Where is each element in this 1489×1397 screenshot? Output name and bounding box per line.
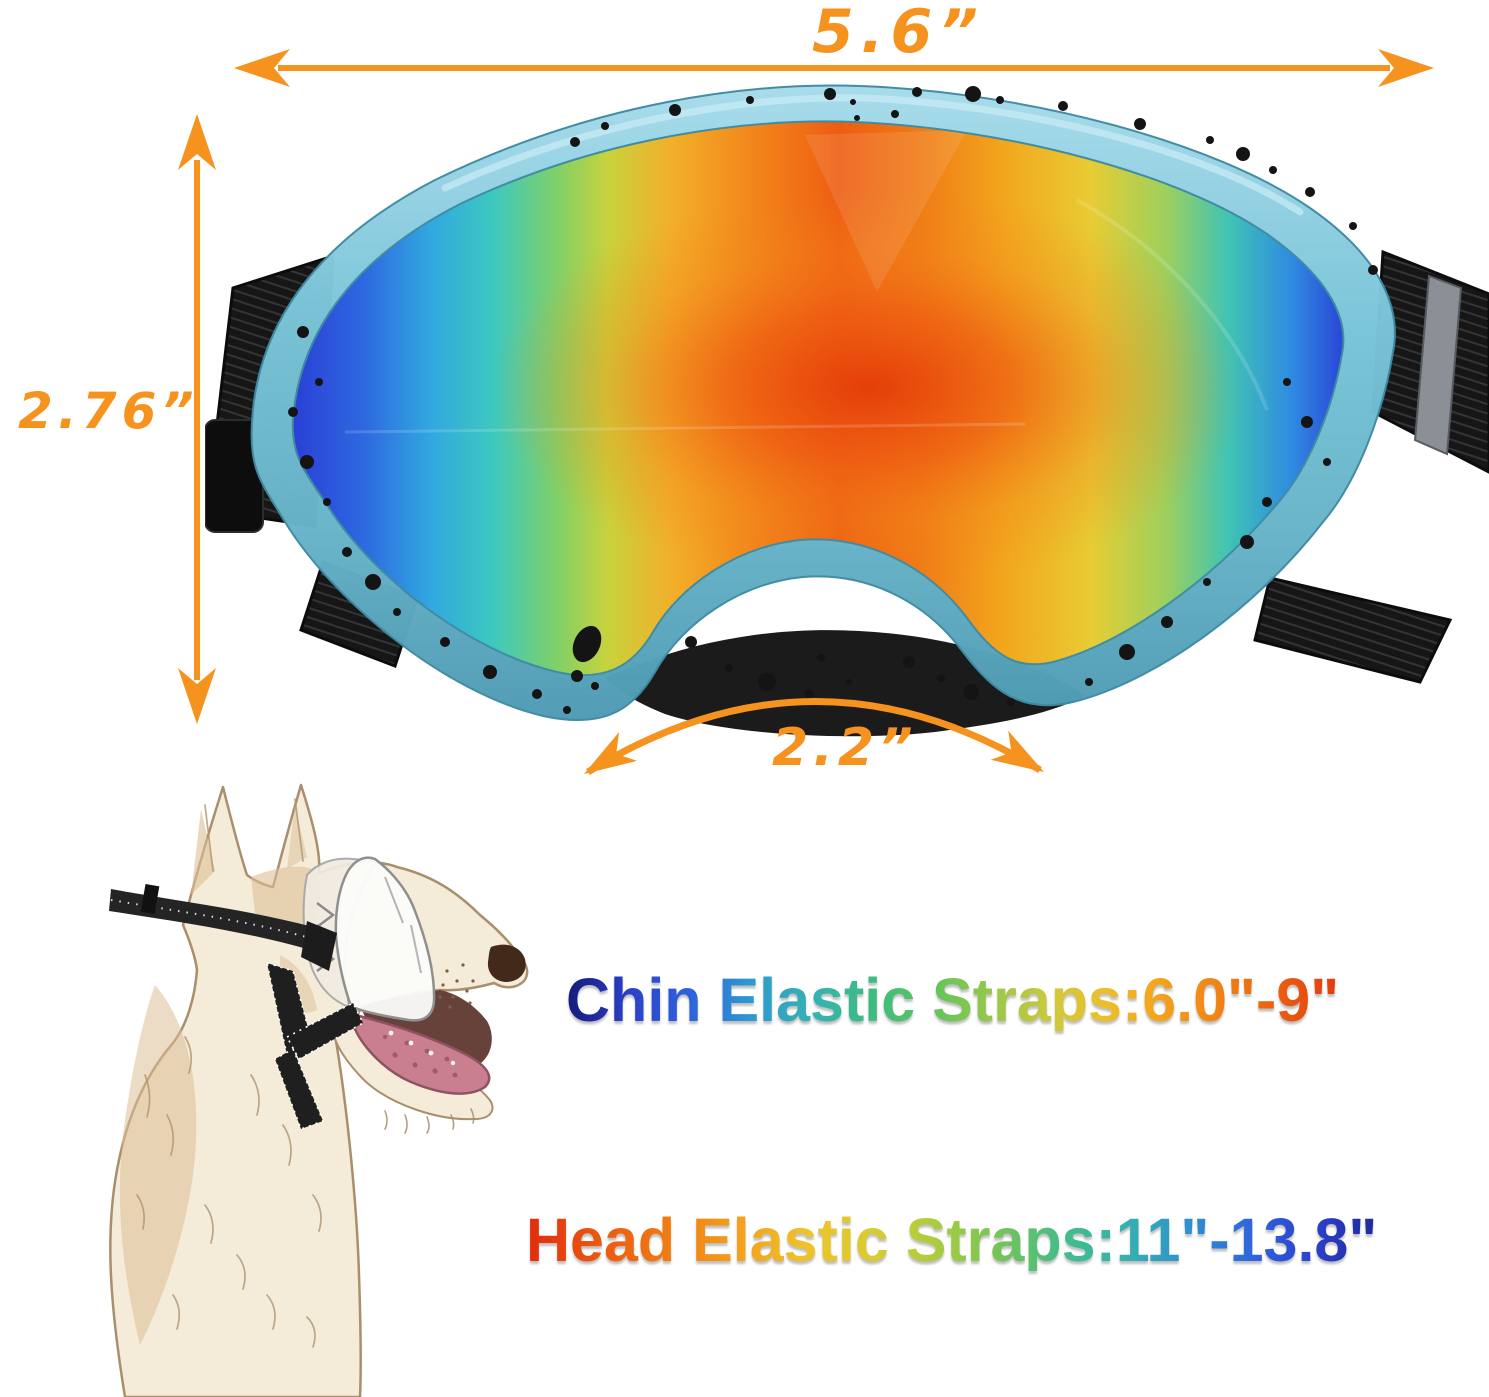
height-dimension-label: 2.76”	[18, 382, 199, 440]
dog-beard-strokes	[384, 1108, 475, 1134]
head-strap-spec-text: Head Elastic Straps:11"-13.8"	[526, 1206, 1378, 1274]
goggles-illustration	[205, 84, 1489, 737]
bridge-width-arrow	[584, 698, 1044, 775]
arrowhead-up	[178, 114, 216, 170]
dog-goggle-strap-mount	[301, 921, 337, 971]
width-dimension-arrow	[234, 49, 1434, 87]
height-dimension-arrow	[178, 114, 216, 724]
lens-reflections	[344, 130, 1269, 434]
strap-clip-right	[1413, 274, 1463, 456]
goggle-frame-highlight	[441, 94, 1304, 216]
arrowhead-right	[990, 730, 1044, 772]
paint-splatter	[288, 86, 1378, 714]
goggle-lens-hotspot	[292, 121, 1344, 676]
arrowhead-right	[1378, 49, 1434, 87]
dog-strap-buckle	[140, 883, 160, 915]
dog-muzzle-stipple	[438, 963, 475, 1009]
bridge-width-label: 2.2”	[772, 718, 918, 778]
dog-head-strap	[109, 883, 313, 949]
goggle-strap-right-lower	[1253, 576, 1453, 684]
arrowhead-left	[234, 49, 290, 87]
arrowhead-down	[178, 668, 216, 724]
dog-fur-patches	[119, 805, 321, 1345]
goggle-frame	[250, 84, 1396, 722]
dog-tongue	[353, 1013, 491, 1095]
dog-nose	[487, 944, 526, 982]
width-dimension-label: 5.6”	[812, 0, 985, 67]
dog-illustration	[109, 783, 529, 1397]
dog-goggle-lens	[334, 856, 436, 1022]
chin-strap-spec-text: Chin Elastic Straps:6.0"-9"	[566, 966, 1340, 1034]
goggle-strap-right-upper	[1371, 249, 1489, 474]
arrowhead-left	[584, 732, 638, 774]
dog-chin-strap	[265, 961, 365, 1131]
dog-fur-strokes	[136, 798, 322, 1348]
